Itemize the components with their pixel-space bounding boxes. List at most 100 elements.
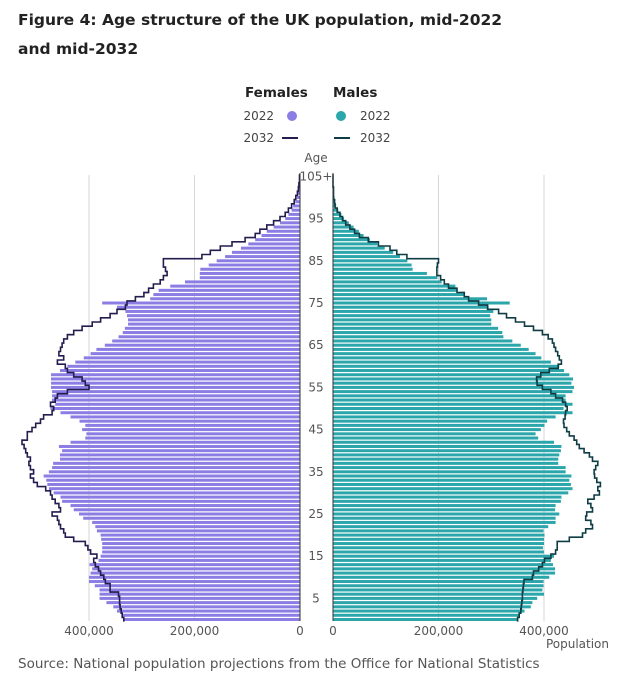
bar-males-2022-age-29 <box>333 495 562 499</box>
bar-males-2022-age-49 <box>333 411 573 415</box>
bar-males-2022-age-35 <box>333 470 566 474</box>
age-tick-label: 75 <box>308 296 323 310</box>
legend-heading-females: Females <box>245 85 308 101</box>
bar-males-2022-age-63 <box>333 352 536 356</box>
bar-males-2022-age-43 <box>333 436 539 440</box>
bar-males-2022-age-0 <box>333 618 518 621</box>
bar-females-2022-age-10 <box>89 575 300 579</box>
bar-males-2022-age-55 <box>333 385 575 389</box>
bar-females-2022-age-97 <box>291 208 300 212</box>
legend: Females Males 2022 2032 2022 2032 <box>243 85 390 145</box>
bar-females-2022-age-101 <box>297 191 300 195</box>
legend-heading-males: Males <box>333 85 377 101</box>
bar-males-2022-age-86 <box>333 255 400 259</box>
bar-males-2022-age-70 <box>333 322 492 326</box>
bar-females-2022-age-78 <box>158 288 300 292</box>
bar-females-2022-age-43 <box>85 436 301 440</box>
bar-females-2022-age-41 <box>58 444 301 448</box>
x-tick-label-males: 0 <box>329 624 337 638</box>
bar-females-2022-age-49 <box>60 411 300 415</box>
bar-females-2022-age-46 <box>85 423 301 427</box>
bar-females-2022-age-45 <box>82 428 300 432</box>
bar-females-2022-age-27 <box>70 504 300 508</box>
bar-females-2022-age-40 <box>62 449 300 453</box>
bar-males-2022-age-80 <box>333 280 442 284</box>
bar-females-2022-age-84 <box>208 263 300 267</box>
bar-males-2022-age-51 <box>333 402 573 406</box>
bar-males-2022-age-88 <box>333 246 385 250</box>
legend-dot-females-2022 <box>287 111 297 121</box>
bar-females-2022-age-38 <box>59 457 300 461</box>
bar-females-2022-age-81 <box>199 276 300 280</box>
bar-males-2022-age-91 <box>333 233 364 237</box>
bar-males-2022-age-14 <box>333 558 551 562</box>
bar-males-2022-age-37 <box>333 461 559 465</box>
bar-males-2022-age-52 <box>333 398 566 402</box>
bar-males-2022-age-87 <box>333 250 394 254</box>
bar-females-2022-age-18 <box>102 542 300 546</box>
bar-males-2022-age-4 <box>333 601 533 605</box>
bar-males-2022-age-9 <box>333 580 544 584</box>
bar-males-2022-age-21 <box>333 529 544 533</box>
bar-females-2022-age-77 <box>153 293 300 297</box>
bar-males-2022-age-38 <box>333 457 559 461</box>
bar-females-2022-age-55 <box>51 385 300 389</box>
bar-females-2022-age-48 <box>70 415 300 419</box>
bar-males-2022-age-28 <box>333 499 561 503</box>
bar-males-2022-age-82 <box>333 271 427 275</box>
bar-females-2022-age-94 <box>279 221 300 225</box>
bar-females-2022-age-86 <box>225 255 300 259</box>
bar-males-2022-age-58 <box>333 373 570 377</box>
bar-females-2022-age-39 <box>59 453 300 457</box>
bar-females-2022-age-92 <box>266 229 300 233</box>
bar-females-2022-age-11 <box>90 571 301 575</box>
bar-females-2022-age-6 <box>99 592 300 596</box>
bar-females-2022-age-100 <box>296 196 300 199</box>
bar-females-2022-age-70 <box>128 322 300 326</box>
bar-females-2022-age-53 <box>52 394 301 398</box>
bar-males-2022-age-8 <box>333 584 544 588</box>
bar-females-2022-age-16 <box>102 550 300 554</box>
legend-label-males-2022: 2022 <box>360 109 391 123</box>
bar-males-2022-age-85 <box>333 259 408 263</box>
bar-males-2022-age-48 <box>333 415 556 419</box>
bar-males-2022-age-97 <box>333 208 339 212</box>
bar-males-2022-age-60 <box>333 364 560 368</box>
age-tick-label: 55 <box>308 380 323 394</box>
bar-females-2022-age-91 <box>261 233 300 237</box>
bar-females-2022-age-4 <box>106 601 300 605</box>
bar-females-2022-age-60 <box>67 364 300 368</box>
y-axis-label: Age <box>304 151 327 165</box>
age-tick-label: 35 <box>308 465 323 479</box>
bar-females-2022-age-56 <box>51 381 300 385</box>
bar-females-2022-age-87 <box>231 250 300 254</box>
bar-males-2022-age-50 <box>333 407 564 410</box>
bar-females-2022-age-59 <box>59 369 300 373</box>
bar-males-2022-age-17 <box>333 546 543 550</box>
legend-label-females-2022: 2022 <box>243 109 274 123</box>
bar-males-2022-age-67 <box>333 335 504 339</box>
bar-females-2022-age-75 <box>102 301 300 305</box>
bar-males-2022-age-64 <box>333 347 529 351</box>
bar-males-2022-age-6 <box>333 592 544 596</box>
bar-females-2022-age-7 <box>99 588 300 592</box>
bar-males-2022-age-19 <box>333 537 544 541</box>
bar-males-2022-age-32 <box>333 482 571 486</box>
bar-males-2022-age-74 <box>333 305 489 309</box>
x-tick-label-females: 400,000 <box>64 624 114 638</box>
bar-females-2022-age-52 <box>52 398 301 402</box>
age-tick-label: 15 <box>308 549 323 563</box>
bar-females-2022-age-64 <box>96 347 300 351</box>
bar-males-2022-age-45 <box>333 428 541 432</box>
bar-females-2022-age-5 <box>99 596 300 600</box>
age-tick-label: 105+ <box>300 169 333 183</box>
bar-males-2022-age-56 <box>333 381 572 385</box>
bar-males-2022-age-71 <box>333 318 492 322</box>
bar-females-2022-age-72 <box>126 314 300 318</box>
bar-males-2022-age-5 <box>333 596 538 600</box>
bar-females-2022-age-79 <box>170 284 300 288</box>
bar-males-2022-age-95 <box>333 217 345 221</box>
bar-males-2022-age-83 <box>333 267 413 271</box>
bar-males-2022-age-11 <box>333 571 556 575</box>
